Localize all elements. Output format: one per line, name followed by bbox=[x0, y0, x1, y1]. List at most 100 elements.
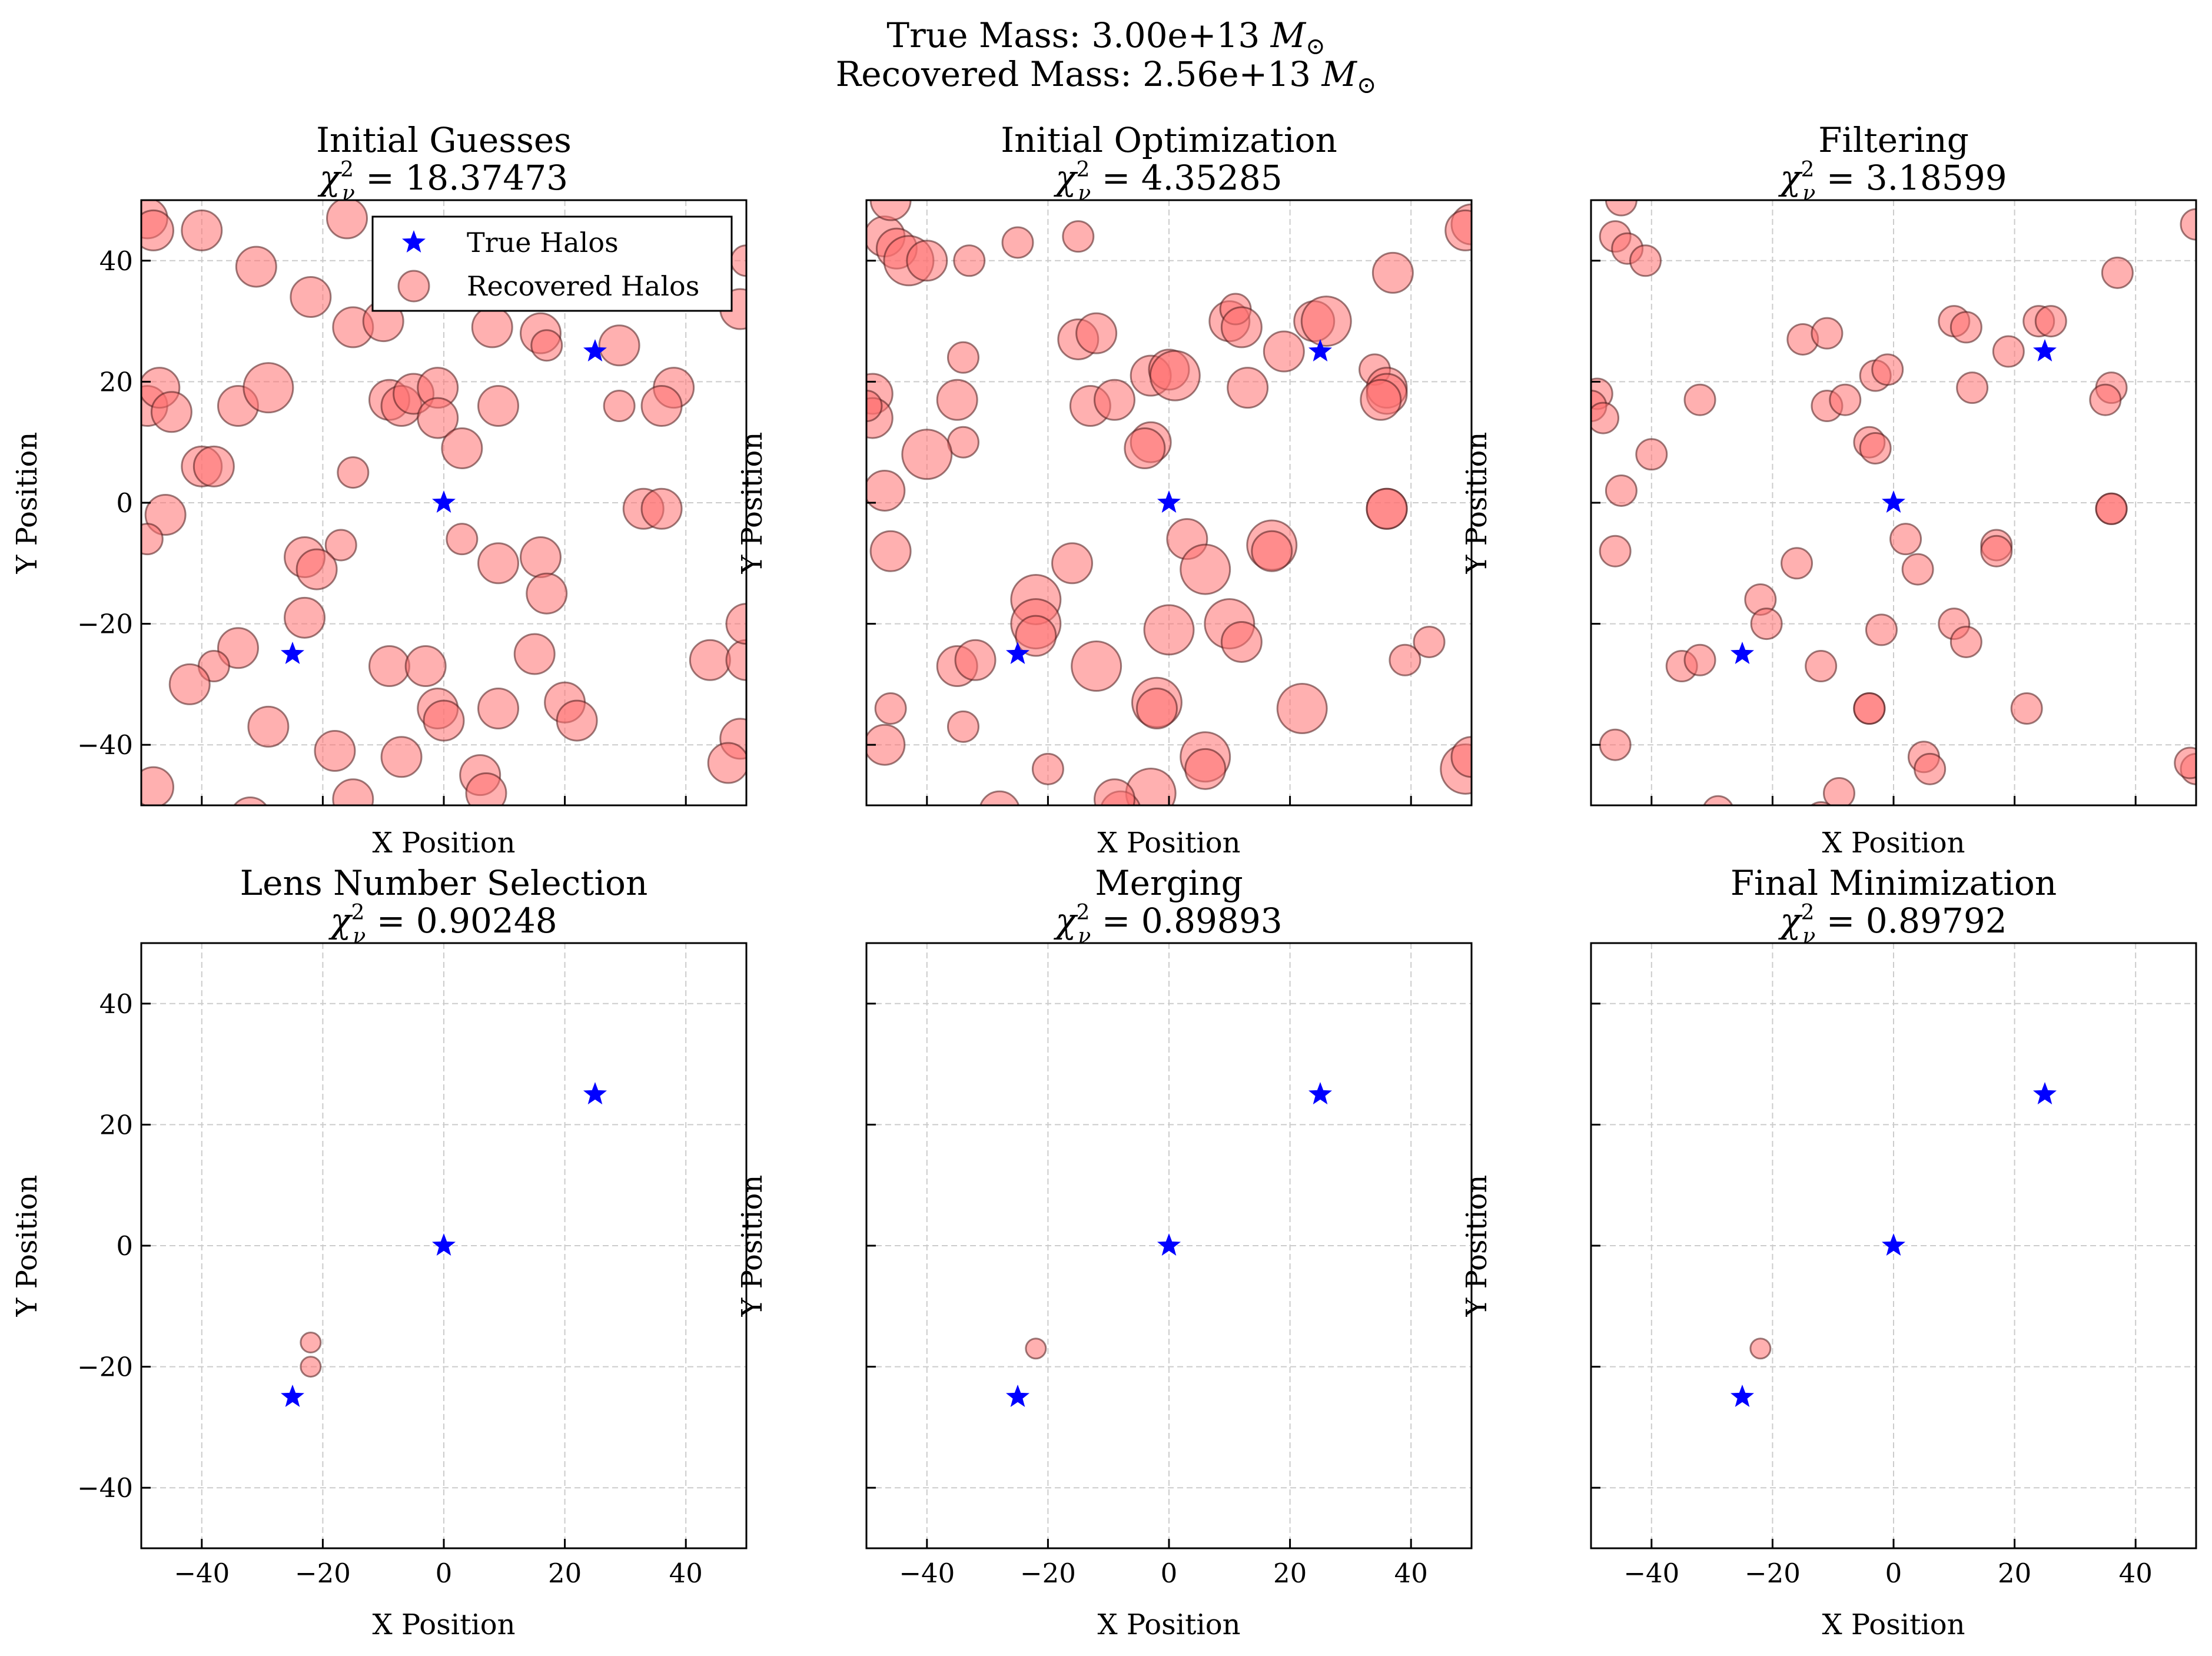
subplot-title: Final Minimization bbox=[1731, 863, 2057, 903]
x-tick-label: 0 bbox=[1161, 1558, 1178, 1589]
recovered-halo-marker bbox=[368, 645, 410, 688]
recovered-halo-marker bbox=[901, 429, 953, 480]
recovered-halo-marker bbox=[2180, 208, 2196, 241]
x-axis-label: X Position bbox=[1097, 1608, 1240, 1641]
true-halo-marker bbox=[1157, 490, 1181, 513]
recovered-halos bbox=[1591, 200, 2196, 805]
recovered-halo-marker bbox=[2174, 746, 2196, 779]
recovered-halo-marker bbox=[1149, 350, 1201, 401]
recovered-halo-marker bbox=[979, 790, 1020, 805]
y-axis-label: Y Position bbox=[11, 1175, 44, 1318]
x-tick-label: 40 bbox=[669, 1558, 703, 1589]
recovered-halo-marker bbox=[144, 494, 187, 536]
true-halo-marker bbox=[1006, 1385, 1029, 1407]
recovered-halo-marker bbox=[953, 244, 986, 277]
tick-marks bbox=[1591, 1003, 2137, 1548]
recovered-halos bbox=[1025, 1338, 1047, 1360]
true-halo-marker bbox=[1882, 490, 1905, 513]
y-tick-label: −20 bbox=[77, 1352, 133, 1383]
subplot-statistic: χ2 ν = 0.89893 bbox=[1053, 901, 1282, 948]
x-axis-label: X Position bbox=[1822, 1608, 1965, 1641]
recovered-halo-marker bbox=[640, 487, 683, 530]
recovered-halo-marker bbox=[337, 456, 370, 489]
y-tick-label: 0 bbox=[116, 1230, 133, 1262]
recovered-halo-marker bbox=[725, 603, 746, 645]
recovered-halos bbox=[300, 1331, 322, 1378]
x-tick-label: −40 bbox=[899, 1558, 955, 1589]
recovered-halo-marker bbox=[441, 427, 483, 469]
true-halos bbox=[281, 339, 607, 664]
recovered-halo-marker bbox=[141, 766, 175, 805]
recovered-halo-marker bbox=[1599, 728, 1632, 761]
true-halo-marker bbox=[1882, 1233, 1905, 1256]
subplot-title: Initial Optimization bbox=[1001, 120, 1337, 160]
recovered-halo-marker bbox=[946, 341, 979, 374]
subplot-statistic: χ2 ν = 0.89792 bbox=[1778, 901, 2007, 948]
x-tick-label: 40 bbox=[1394, 1558, 1428, 1589]
y-axis-label: Y Position bbox=[11, 432, 44, 575]
true-halo-marker bbox=[583, 339, 607, 361]
recovered-halo-marker bbox=[1276, 683, 1328, 735]
recovered-halo-marker bbox=[290, 276, 332, 318]
recovered-halo-marker bbox=[946, 426, 979, 459]
recovered-halo-marker bbox=[1093, 778, 1135, 805]
recovered-halo-marker bbox=[141, 209, 175, 251]
recovered-halo-marker bbox=[404, 645, 447, 688]
recovered-halo-marker bbox=[1889, 523, 1922, 556]
legend-recovered-marker bbox=[397, 270, 430, 303]
recovered-halo-marker bbox=[324, 529, 357, 562]
recovered-halo-marker bbox=[1062, 220, 1095, 253]
legend-recovered-label: Recovered Halos bbox=[467, 270, 699, 302]
x-tick-label: 20 bbox=[548, 1558, 582, 1589]
recovered-halo-marker bbox=[1025, 1338, 1047, 1360]
recovered-halo-marker bbox=[869, 530, 912, 572]
true-halo-marker bbox=[2033, 1082, 2057, 1104]
tick-marks bbox=[141, 260, 687, 805]
x-tick-label: 0 bbox=[436, 1558, 453, 1589]
recovered-halo-marker bbox=[417, 397, 459, 439]
recovered-halo-marker bbox=[471, 306, 513, 349]
recovered-halo-marker bbox=[1865, 613, 1898, 646]
recovered-halo-marker bbox=[1124, 427, 1166, 469]
y-tick-label: 20 bbox=[99, 366, 133, 397]
recovered-halo-marker bbox=[1389, 643, 1421, 676]
x-axis-label: X Position bbox=[372, 1608, 515, 1641]
x-tick-label: 20 bbox=[1273, 1558, 1307, 1589]
x-axis-label: X Position bbox=[1097, 827, 1240, 859]
recovered-halo-marker bbox=[1822, 776, 1855, 805]
x-axis-label: X Position bbox=[372, 827, 515, 859]
recovered-halo-marker bbox=[141, 523, 164, 556]
x-tick-label: −20 bbox=[1020, 1558, 1076, 1589]
y-tick-label: −40 bbox=[77, 1472, 133, 1504]
recovered-halo-marker bbox=[707, 742, 746, 784]
true-halo-marker bbox=[583, 1082, 607, 1104]
true-halo-marker bbox=[432, 490, 456, 513]
recovered-halo-marker bbox=[181, 209, 223, 251]
recovered-halo-marker bbox=[1853, 692, 1886, 725]
recovered-halo-marker bbox=[1591, 401, 1620, 434]
recovered-halo-marker bbox=[1914, 752, 1947, 785]
recovered-halo-marker bbox=[295, 548, 338, 590]
recovered-halo-marker bbox=[1811, 317, 1844, 350]
recovered-halo-marker bbox=[332, 778, 374, 805]
subplot-statistic: χ2 ν = 18.37473 bbox=[317, 158, 568, 205]
recovered-halo-marker bbox=[1683, 643, 1716, 676]
y-tick-label: −40 bbox=[77, 729, 133, 761]
recovered-halo-marker bbox=[1781, 547, 1814, 580]
y-tick-label: −20 bbox=[77, 609, 133, 640]
x-tick-label: 0 bbox=[1885, 1558, 1902, 1589]
recovered-halo-marker bbox=[1703, 795, 1733, 805]
recovered-halo-marker bbox=[2095, 492, 2128, 525]
recovered-halo-marker bbox=[689, 639, 731, 681]
recovered-halo-marker bbox=[1605, 200, 1638, 217]
recovered-halo-marker bbox=[1143, 604, 1195, 656]
recovered-halo-marker bbox=[1075, 312, 1118, 354]
recovered-halo-marker bbox=[2089, 383, 2122, 416]
recovered-halo-marker bbox=[906, 240, 948, 282]
